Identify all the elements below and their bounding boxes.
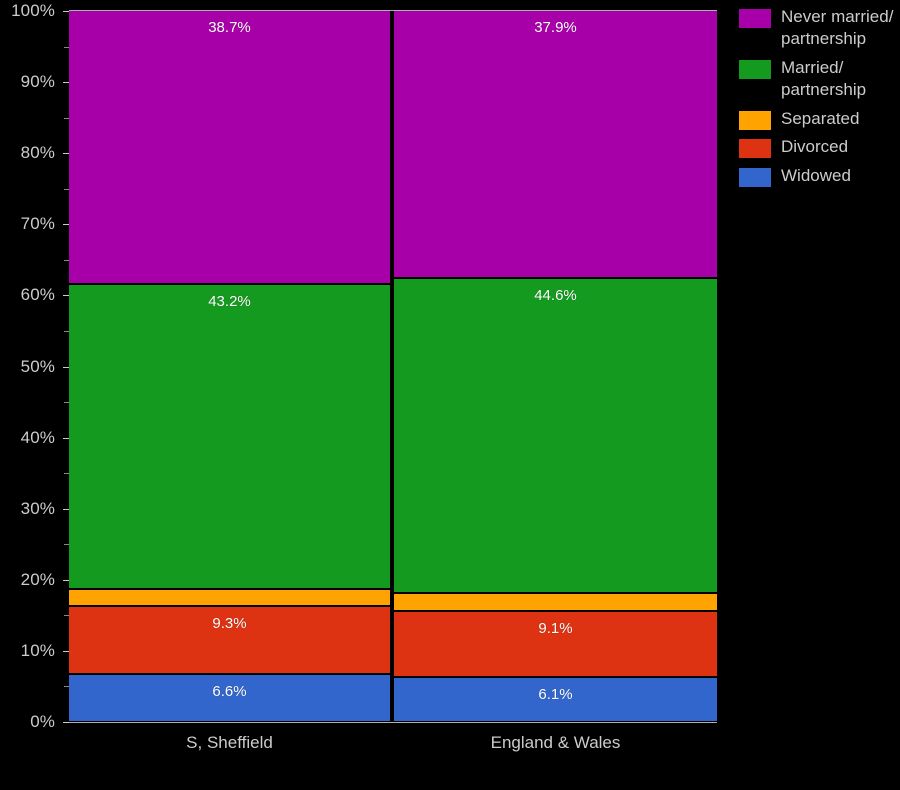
y-tick-label-80: 80% xyxy=(20,143,55,163)
bar-segment-value-label: 9.1% xyxy=(538,620,573,638)
bar-segment-value-label: 9.3% xyxy=(212,615,247,633)
legend-swatch-icon xyxy=(739,59,771,79)
legend-label: Divorced xyxy=(781,137,849,157)
y-tick-mark-minor xyxy=(64,259,69,261)
y-axis: 0% 10% 20% 30% 40% 50% 60% 70% 80% 90% 100% xyxy=(0,0,70,790)
legend-swatch-icon xyxy=(739,139,771,159)
legend-swatch-icon xyxy=(739,110,771,130)
bar-england-wales[interactable]: 37.9% 44.6% 2.3% 9.1% 6.1% xyxy=(394,11,717,722)
chart-legend: Never married/ partnership Married/ partn… xyxy=(739,6,897,193)
y-tick-label-70: 70% xyxy=(20,214,55,234)
legend-label: Separated xyxy=(781,108,860,128)
plot-bottom-border xyxy=(69,722,717,723)
bar-segment-value-label: 43.2% xyxy=(208,292,251,310)
bar-segment-never-married-partnership[interactable]: 37.9% xyxy=(394,11,717,279)
y-tick-mark xyxy=(63,82,70,84)
y-tick-mark xyxy=(63,579,70,581)
legend-label: Married/ partnership xyxy=(781,57,867,100)
y-tick-mark-minor xyxy=(64,402,69,404)
y-tick-label-10: 10% xyxy=(20,640,55,660)
legend-swatch-icon xyxy=(739,9,771,28)
legend-label: Never married/ partnership xyxy=(781,7,894,49)
y-tick-label-30: 30% xyxy=(20,498,55,518)
bar-segment-value-label: 6.6% xyxy=(212,682,247,700)
y-tick-mark-minor xyxy=(64,46,69,48)
bar-segment-value-label: 37.9% xyxy=(534,19,577,36)
bar-segment-separated[interactable]: 2.2% xyxy=(69,588,390,607)
y-tick-label-60: 60% xyxy=(20,285,55,305)
legend-item-married-partnership[interactable]: Married/ partnership xyxy=(739,57,897,102)
y-tick-label-20: 20% xyxy=(20,569,55,589)
bar-segment-married-partnership[interactable]: 44.6% xyxy=(394,278,717,594)
legend-item-separated[interactable]: Separated xyxy=(739,108,897,130)
y-tick-mark-minor xyxy=(64,117,69,119)
bar-segment-value-label: 44.6% xyxy=(534,287,577,305)
y-tick-mark xyxy=(63,224,70,226)
bar-segment-separated[interactable]: 2.3% xyxy=(394,593,717,612)
bar-s-sheffield[interactable]: 38.7% 43.2% 2.2% 9.3% 6.6% xyxy=(69,11,390,722)
y-tick-label-100: 100% xyxy=(11,1,55,20)
y-tick-mark-minor xyxy=(64,686,69,688)
y-tick-mark-minor xyxy=(64,615,69,617)
y-tick-label-40: 40% xyxy=(20,427,55,447)
y-tick-label-0: 0% xyxy=(30,712,55,731)
bar-segment-divorced[interactable]: 9.1% xyxy=(394,611,717,678)
plot-area: 38.7% 43.2% 2.2% 9.3% 6.6% 37.9% 44.6% 2.3% 9.1… xyxy=(69,10,717,723)
y-tick-mark-minor xyxy=(64,188,69,190)
y-tick-mark xyxy=(63,650,70,652)
y-tick-mark xyxy=(63,722,70,723)
bar-segment-divorced[interactable]: 9.3% xyxy=(69,606,390,674)
plot-top-border xyxy=(69,10,717,11)
x-axis-label-0: S, Sheffield xyxy=(186,733,273,752)
legend-label: Widowed xyxy=(781,165,851,185)
bar-segment-widowed[interactable]: 6.6% xyxy=(69,673,390,722)
bar-segment-never-married-partnership[interactable]: 38.7% xyxy=(69,11,390,284)
y-tick-mark xyxy=(63,11,70,12)
y-tick-label-50: 50% xyxy=(20,356,55,376)
y-tick-mark-minor xyxy=(64,330,69,332)
bar-segment-value-label: 38.7% xyxy=(208,19,251,36)
bar-segment-married-partnership[interactable]: 43.2% xyxy=(69,283,390,589)
legend-item-divorced[interactable]: Divorced xyxy=(739,136,897,159)
y-tick-mark xyxy=(63,295,70,297)
y-tick-mark xyxy=(63,153,70,155)
legend-item-never-married-partnership[interactable]: Never married/ partnership xyxy=(739,6,897,51)
bar-segment-value-label: 6.1% xyxy=(538,686,573,704)
y-tick-label-90: 90% xyxy=(20,72,55,92)
y-tick-mark xyxy=(63,366,70,368)
legend-item-widowed[interactable]: Widowed xyxy=(739,165,897,187)
legend-swatch-icon xyxy=(739,167,771,187)
y-tick-mark xyxy=(63,437,70,439)
y-tick-mark-minor xyxy=(64,544,69,546)
y-tick-mark xyxy=(63,508,70,510)
bar-segment-widowed[interactable]: 6.1% xyxy=(394,677,717,722)
x-axis-label-1: England & Wales xyxy=(490,733,621,752)
y-tick-mark-minor xyxy=(64,473,69,475)
